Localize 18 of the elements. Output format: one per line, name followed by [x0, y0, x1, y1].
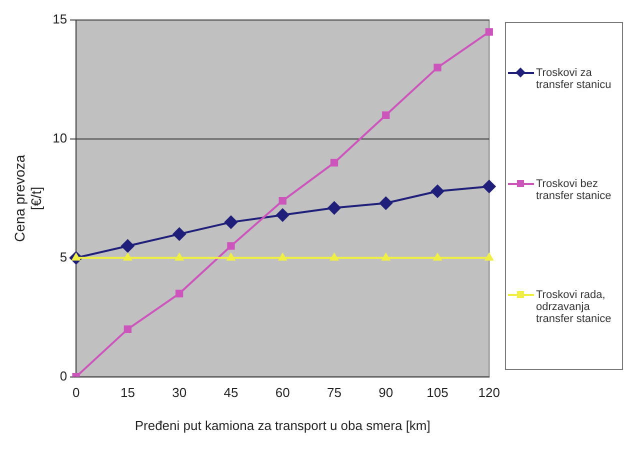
legend-label: Troskovi za transfer stanicu: [536, 66, 612, 91]
y-axis-title: Cena prevoza [€/t]: [11, 154, 44, 242]
x-tick-label: 120: [478, 385, 500, 400]
legend-label: Troskovi bez transfer stanice: [536, 178, 612, 202]
x-tick-label: 45: [224, 385, 238, 400]
x-axis-title: Pređeni put kamiona za transport u oba smera [km]: [134, 418, 430, 433]
x-tick-label: 75: [327, 385, 342, 400]
x-tick-label: 15: [120, 385, 135, 400]
y-tick-label: 10: [52, 130, 68, 146]
x-tick-label: 90: [378, 385, 394, 400]
x-tick-label: 60: [275, 385, 290, 400]
x-tick-label: 0: [72, 385, 80, 400]
legend-label: Troskovi rada, odrzavanja transfer stanice: [536, 289, 612, 326]
x-tick-label: 105: [426, 385, 448, 400]
y-tick-label: 5: [60, 249, 68, 264]
x-tick-label: 30: [172, 385, 187, 400]
y-tick-label: 0: [60, 368, 68, 384]
y-tick-label: 15: [52, 12, 68, 27]
